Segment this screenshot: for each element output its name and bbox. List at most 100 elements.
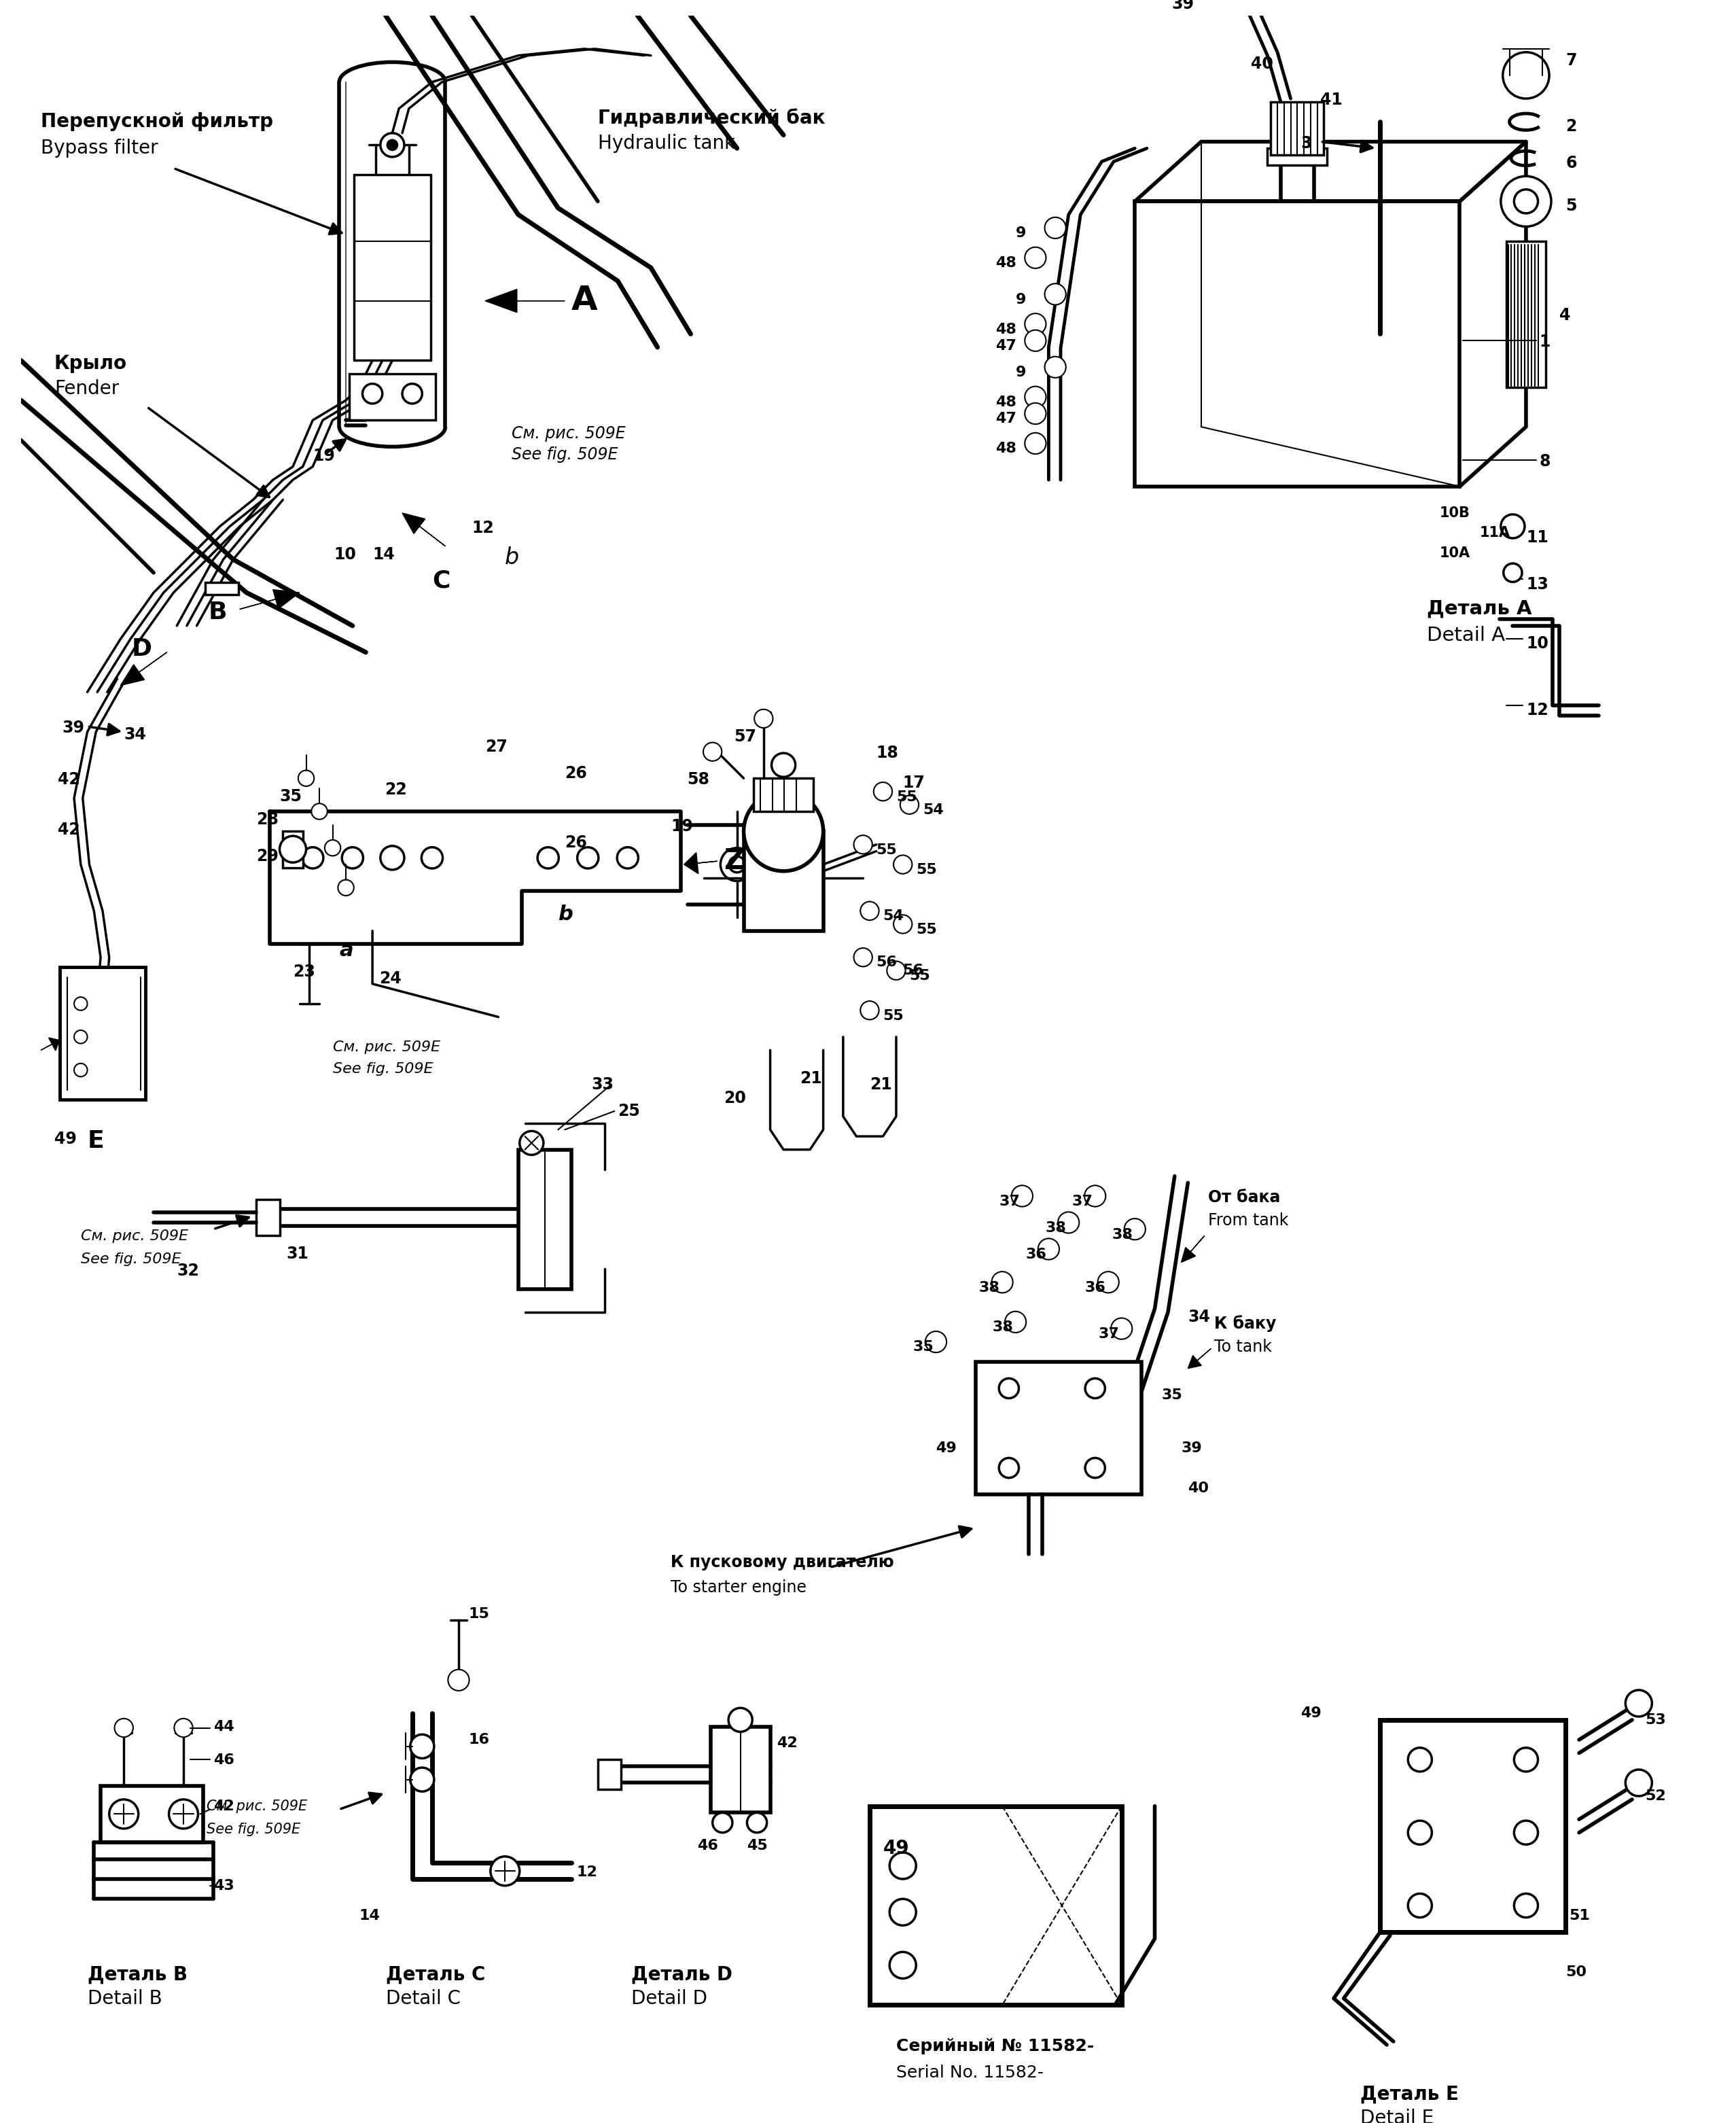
- FancyArrow shape: [1187, 1348, 1212, 1369]
- Text: 8: 8: [1540, 454, 1550, 469]
- Text: 55: 55: [896, 790, 917, 805]
- Text: 49: 49: [936, 1442, 957, 1454]
- Text: 58: 58: [687, 771, 710, 788]
- Text: 10: 10: [333, 546, 356, 563]
- Text: 57: 57: [734, 728, 757, 745]
- Text: 6: 6: [1566, 155, 1576, 172]
- FancyArrow shape: [240, 590, 300, 609]
- Text: 55: 55: [917, 924, 937, 936]
- Bar: [597, 1760, 621, 1790]
- Text: See fig. 509E: See fig. 509E: [333, 1062, 432, 1076]
- Circle shape: [1502, 514, 1524, 539]
- Circle shape: [1625, 1771, 1653, 1796]
- Text: Перепускной фильтр: Перепускной фильтр: [42, 113, 273, 132]
- Circle shape: [771, 754, 795, 777]
- Text: 52: 52: [1646, 1790, 1667, 1802]
- Text: 48: 48: [996, 323, 1017, 335]
- Circle shape: [873, 781, 892, 800]
- Text: 2: 2: [1566, 119, 1576, 134]
- Bar: [59, 968, 146, 1100]
- Text: 9: 9: [1016, 365, 1026, 380]
- Text: 14: 14: [359, 1909, 380, 1923]
- Text: 28: 28: [257, 811, 279, 828]
- Circle shape: [109, 1800, 139, 1828]
- Circle shape: [1625, 1690, 1653, 1718]
- Text: 26: 26: [564, 764, 587, 781]
- Circle shape: [1111, 1318, 1132, 1340]
- Circle shape: [448, 1669, 469, 1690]
- Text: C: C: [432, 569, 450, 592]
- Circle shape: [1024, 433, 1047, 454]
- Text: To starter engine: To starter engine: [670, 1580, 807, 1596]
- Circle shape: [755, 709, 773, 728]
- Circle shape: [1514, 1894, 1538, 1917]
- Circle shape: [889, 1898, 917, 1926]
- Text: Fender: Fender: [54, 380, 118, 399]
- Text: 38: 38: [1045, 1221, 1066, 1236]
- Text: See fig. 509E: See fig. 509E: [80, 1253, 181, 1265]
- Circle shape: [925, 1331, 946, 1352]
- Text: 19: 19: [670, 817, 693, 834]
- Text: Деталь D: Деталь D: [630, 1966, 733, 1985]
- Circle shape: [1125, 1219, 1146, 1240]
- Circle shape: [861, 1002, 878, 1019]
- Text: 42: 42: [57, 771, 80, 788]
- Text: 18: 18: [877, 745, 899, 762]
- Text: 24: 24: [378, 970, 401, 987]
- Circle shape: [168, 1800, 198, 1828]
- Text: 3: 3: [1300, 136, 1312, 151]
- Text: 10: 10: [1526, 635, 1549, 652]
- Circle shape: [174, 1718, 193, 1737]
- Circle shape: [1097, 1272, 1120, 1293]
- Text: 36: 36: [1085, 1280, 1106, 1295]
- Text: Деталь E: Деталь E: [1361, 2085, 1458, 2104]
- Text: 40: 40: [1252, 55, 1272, 72]
- Circle shape: [854, 949, 871, 966]
- Circle shape: [1024, 246, 1047, 267]
- Text: Detail C: Detail C: [385, 1989, 460, 2008]
- Text: 49: 49: [54, 1132, 76, 1146]
- Text: 16: 16: [469, 1732, 490, 1747]
- Circle shape: [578, 847, 599, 868]
- Text: 48: 48: [996, 257, 1017, 270]
- Bar: [205, 582, 238, 594]
- Text: D: D: [132, 637, 153, 660]
- Text: Крыло: Крыло: [54, 355, 127, 374]
- Text: 55: 55: [884, 1008, 904, 1023]
- Text: 55: 55: [877, 843, 898, 858]
- Text: 20: 20: [724, 1089, 746, 1106]
- Text: 36: 36: [1026, 1248, 1047, 1261]
- Text: 5: 5: [1566, 197, 1576, 214]
- Text: 42: 42: [776, 1737, 799, 1749]
- Bar: [1267, 149, 1326, 166]
- Bar: [1135, 202, 1460, 486]
- Circle shape: [410, 1734, 434, 1758]
- Text: 42: 42: [57, 822, 80, 839]
- Text: 46: 46: [214, 1754, 234, 1766]
- Text: См. рис. 509E: См. рис. 509E: [80, 1229, 187, 1242]
- Circle shape: [75, 1064, 87, 1076]
- Circle shape: [991, 1272, 1012, 1293]
- Text: 55: 55: [917, 862, 937, 877]
- Text: 15: 15: [469, 1607, 490, 1620]
- Text: 33: 33: [592, 1076, 613, 1093]
- Text: 43: 43: [214, 1879, 234, 1892]
- Text: B: B: [208, 601, 227, 624]
- Text: 11: 11: [1526, 529, 1549, 546]
- FancyArrow shape: [120, 652, 167, 686]
- Circle shape: [380, 845, 404, 870]
- Bar: [1271, 102, 1325, 155]
- Circle shape: [729, 1707, 752, 1732]
- Text: См. рис. 509E: См. рис. 509E: [512, 425, 625, 442]
- Text: К пусковому двигателю: К пусковому двигателю: [670, 1554, 894, 1571]
- Text: 31: 31: [286, 1246, 309, 1261]
- Text: Деталь B: Деталь B: [87, 1966, 187, 1985]
- Circle shape: [1045, 357, 1066, 378]
- Text: См. рис. 509E: См. рис. 509E: [333, 1040, 439, 1053]
- FancyArrow shape: [684, 853, 717, 875]
- Text: 1: 1: [1540, 333, 1550, 350]
- FancyArrow shape: [42, 1038, 59, 1051]
- Text: 25: 25: [618, 1104, 641, 1119]
- Text: 4: 4: [1559, 308, 1571, 325]
- Text: 21: 21: [870, 1076, 892, 1093]
